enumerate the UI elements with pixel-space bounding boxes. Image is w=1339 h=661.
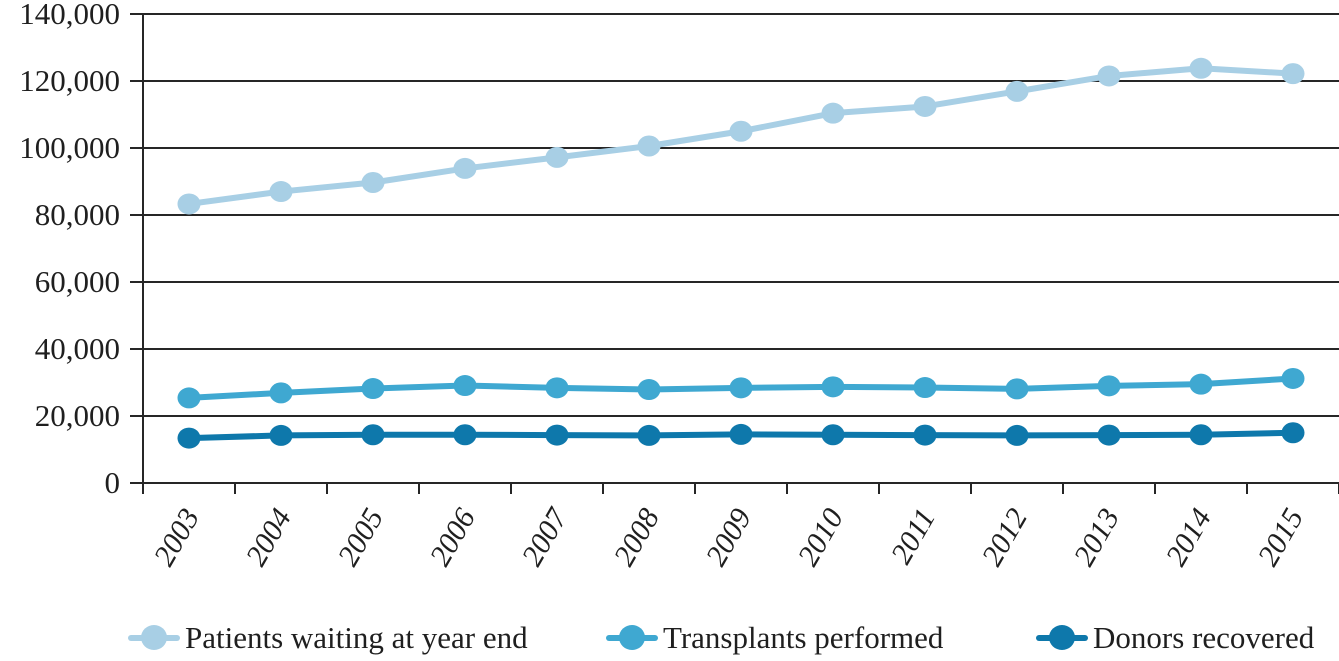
data-point-marker-0 — [269, 181, 293, 203]
x-tick-label: 2009 — [699, 503, 758, 571]
x-tick-label: 2011 — [885, 503, 942, 570]
data-point-marker-0 — [177, 193, 201, 215]
x-tick-label: 2006 — [423, 503, 482, 571]
data-point-marker-0 — [545, 146, 569, 168]
legend-item-donors-recovered: Donors recovered — [1036, 614, 1314, 661]
legend-marker-line-dot-icon — [606, 625, 658, 651]
x-tick-label: 2007 — [515, 501, 575, 571]
data-point-marker-2 — [453, 424, 477, 446]
data-point-marker-2 — [1281, 422, 1305, 444]
legend-label: Transplants performed — [663, 620, 944, 655]
data-point-marker-1 — [1189, 373, 1213, 395]
x-tick-label: 2012 — [975, 503, 1034, 571]
line-chart-plot: 0 20,000 40,000 60,000 80,000 100,000 120,000 1… — [19, 0, 1339, 571]
data-point-marker-2 — [821, 424, 845, 446]
data-point-marker-0 — [361, 172, 385, 194]
legend-marker-line-dot-icon — [1036, 625, 1088, 651]
data-point-marker-0 — [1097, 65, 1121, 87]
data-point-marker-0 — [729, 120, 753, 142]
x-tick-label: 2015 — [1251, 503, 1310, 571]
data-point-marker-2 — [269, 424, 293, 446]
data-point-marker-2 — [729, 423, 753, 445]
data-point-marker-0 — [821, 102, 845, 124]
data-point-marker-1 — [269, 382, 293, 404]
y-tick-label: 100,000 — [19, 130, 120, 165]
chart-legend: Patients waiting at year end Transplants… — [0, 614, 1339, 661]
data-point-marker-1 — [453, 375, 477, 397]
data-point-marker-2 — [545, 424, 569, 446]
x-tick-label: 2014 — [1159, 503, 1218, 571]
data-point-marker-1 — [821, 376, 845, 398]
data-point-marker-2 — [177, 427, 201, 449]
x-tick-label: 2013 — [1067, 503, 1126, 571]
x-tick-label: 2004 — [239, 503, 298, 571]
data-point-marker-2 — [913, 424, 937, 446]
data-point-marker-2 — [361, 424, 385, 446]
data-point-marker-0 — [1281, 63, 1305, 85]
data-point-marker-1 — [729, 377, 753, 399]
data-point-marker-0 — [637, 135, 661, 157]
data-point-marker-0 — [453, 157, 477, 179]
data-point-marker-1 — [1097, 375, 1121, 397]
y-tick-label: 0 — [105, 465, 121, 500]
data-point-marker-1 — [545, 377, 569, 399]
y-tick-label: 60,000 — [35, 264, 120, 299]
y-tick-label: 20,000 — [35, 398, 120, 433]
data-point-marker-2 — [1189, 424, 1213, 446]
data-point-marker-1 — [913, 377, 937, 399]
data-point-marker-1 — [177, 387, 201, 409]
y-tick-label: 80,000 — [35, 197, 120, 232]
data-point-marker-0 — [913, 95, 937, 117]
data-point-marker-2 — [1005, 424, 1029, 446]
data-point-marker-1 — [1281, 367, 1305, 389]
x-tick-label: 2003 — [147, 503, 206, 571]
legend-item-transplants-performed: Transplants performed — [606, 614, 943, 661]
data-point-marker-1 — [1005, 378, 1029, 400]
y-tick-label: 140,000 — [19, 0, 120, 31]
data-point-marker-2 — [1097, 424, 1121, 446]
y-tick-label: 40,000 — [35, 331, 120, 366]
x-tick-label: 2010 — [791, 503, 850, 571]
legend-item-patients-waiting: Patients waiting at year end — [128, 614, 528, 661]
legend-marker-line-dot-icon — [128, 625, 180, 651]
y-tick-label: 120,000 — [19, 63, 120, 98]
data-point-marker-2 — [637, 424, 661, 446]
x-tick-label: 2005 — [331, 503, 390, 571]
data-point-marker-0 — [1189, 57, 1213, 79]
legend-label: Patients waiting at year end — [185, 620, 528, 655]
data-point-marker-1 — [637, 379, 661, 401]
data-point-marker-0 — [1005, 80, 1029, 102]
data-point-marker-1 — [361, 378, 385, 400]
x-tick-label: 2008 — [607, 503, 666, 571]
legend-label: Donors recovered — [1093, 620, 1315, 655]
